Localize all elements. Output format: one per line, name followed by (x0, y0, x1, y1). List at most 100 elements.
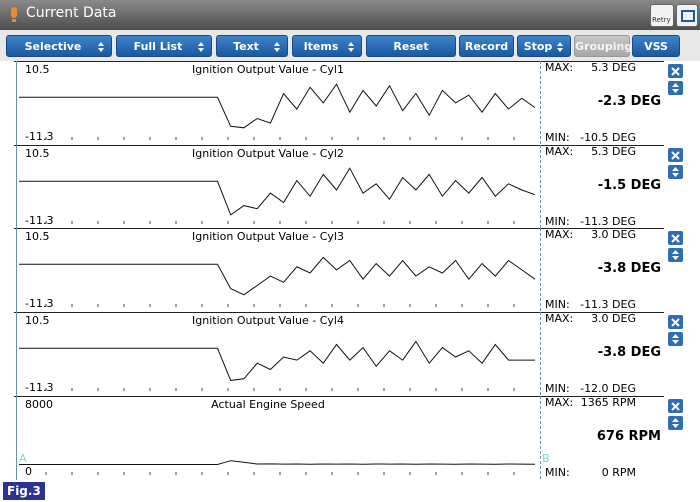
toolbar-button[interactable]: VSS (632, 35, 680, 57)
current-value: -2.3 DEG (598, 94, 661, 109)
min-label: MIN: (545, 298, 570, 311)
trace-line (19, 256, 536, 296)
max-value: 3.0 DEG (591, 312, 636, 325)
toolbar-button[interactable]: Full List (116, 35, 212, 57)
current-value: 676 RPM (597, 429, 661, 444)
toolbar-button[interactable]: Text (216, 35, 288, 57)
data-panel: 10.5 -11.3 Ignition Output Value - Cyl3 MAX… (14, 228, 683, 312)
remove-button[interactable] (668, 315, 683, 329)
trace-line (19, 167, 536, 216)
scale-max: 8000 (25, 398, 53, 411)
min-value: -10.5 DEG (580, 131, 636, 144)
max-value: 1365 RPM (581, 396, 636, 409)
max-label: MAX: (545, 228, 573, 241)
figure-label: Fig.3 (3, 482, 45, 500)
move-button[interactable] (668, 81, 683, 95)
toolbar: Selective Display Full List Text Items List… (0, 30, 700, 75)
button-bg (668, 248, 683, 262)
remove-button[interactable] (668, 231, 683, 245)
close-icon (671, 67, 680, 76)
remove-button[interactable] (668, 64, 683, 78)
button-bg (668, 332, 683, 346)
title-bar: Current Data Retry (0, 0, 700, 30)
min-value: -11.3 DEG (580, 298, 636, 311)
remove-button[interactable] (668, 399, 683, 413)
max-label: MAX: (545, 61, 573, 74)
min-label: MIN: (545, 131, 570, 144)
retry-button[interactable]: Retry (650, 4, 674, 27)
trace-title: Ignition Output Value - Cyl3 (192, 230, 344, 243)
data-panel: 10.5 -11.3 Ignition Output Value - Cyl4 MAX… (14, 312, 683, 396)
app-icon (11, 7, 17, 22)
close-icon (671, 151, 680, 160)
data-panel: 10.5 -11.3 Ignition Output Value - Cyl2 MAX… (14, 145, 683, 229)
spinner-icon (557, 42, 563, 52)
button-label: Full List (133, 40, 183, 53)
close-icon (671, 402, 680, 411)
move-button[interactable] (668, 416, 683, 430)
move-button[interactable] (668, 165, 683, 179)
toolbar-button[interactable]: Stop (517, 35, 571, 57)
spinner-icon (198, 42, 204, 52)
trace-line (19, 340, 535, 381)
trace-title: Ignition Output Value - Cyl2 (192, 147, 344, 160)
close-icon (671, 234, 680, 243)
min-label: MIN: (545, 215, 570, 228)
scale-min: -11.3 (25, 381, 53, 394)
scale-min: -11.3 (25, 297, 53, 310)
max-value: 5.3 DEG (591, 145, 636, 158)
button-bg (668, 81, 683, 95)
scale-min: 0 (25, 465, 32, 478)
move-icon (672, 334, 679, 344)
current-value: -3.8 DEG (598, 261, 661, 276)
trace-line (19, 83, 536, 129)
window-icon (681, 10, 695, 22)
button-label: VSS (644, 40, 668, 53)
scale-max: 10.5 (25, 314, 50, 327)
move-icon (672, 167, 679, 177)
move-icon (672, 418, 679, 428)
trace-line (19, 460, 536, 465)
min-value: 0 RPM (602, 466, 636, 479)
move-button[interactable] (668, 248, 683, 262)
cursor-a: A (19, 452, 27, 465)
spinner-icon (98, 42, 104, 52)
move-button[interactable] (668, 332, 683, 346)
toolbar-button[interactable]: Record (459, 35, 514, 57)
retry-label: Retry (652, 16, 671, 24)
close-icon (671, 318, 680, 327)
button-label: Reset Min.Max (384, 40, 438, 75)
toolbar-button[interactable]: Grouping (574, 35, 633, 57)
button-label: Grouping (575, 40, 633, 53)
toolbar-button[interactable]: Selective Display (6, 35, 112, 75)
min-value: -11.3 DEG (580, 215, 636, 228)
max-label: MAX: (545, 396, 573, 409)
min-label: MIN: (545, 466, 570, 479)
remove-button[interactable] (668, 148, 683, 162)
toolbar-button[interactable]: Reset Min.Max (366, 35, 456, 75)
min-label: MIN: (545, 382, 570, 395)
button-bg (668, 165, 683, 179)
spinner-icon (274, 42, 280, 52)
max-value: 5.3 DEG (591, 61, 636, 74)
window-title: Current Data (26, 5, 117, 21)
trace-title: Actual Engine Speed (211, 398, 325, 411)
max-label: MAX: (545, 312, 573, 325)
min-value: -12.0 DEG (580, 382, 636, 395)
move-icon (672, 250, 679, 260)
scale-min: -11.3 (25, 130, 53, 143)
button-label: Selective Display (24, 40, 82, 75)
current-value: -3.8 DEG (598, 345, 661, 360)
button-bg (668, 416, 683, 430)
button-label: Items List (303, 40, 339, 75)
panels: 10.5 -11.3 Ignition Output Value - Cyl1 MAX… (0, 61, 700, 480)
scale-max: 10.5 (25, 147, 50, 160)
toolbar-button[interactable]: Items List (292, 35, 362, 75)
current-value: -1.5 DEG (598, 178, 661, 193)
move-icon (672, 83, 679, 93)
max-value: 3.0 DEG (591, 228, 636, 241)
scale-max: 10.5 (25, 230, 50, 243)
scale-min: -11.3 (25, 214, 53, 227)
window-button[interactable] (676, 4, 698, 27)
